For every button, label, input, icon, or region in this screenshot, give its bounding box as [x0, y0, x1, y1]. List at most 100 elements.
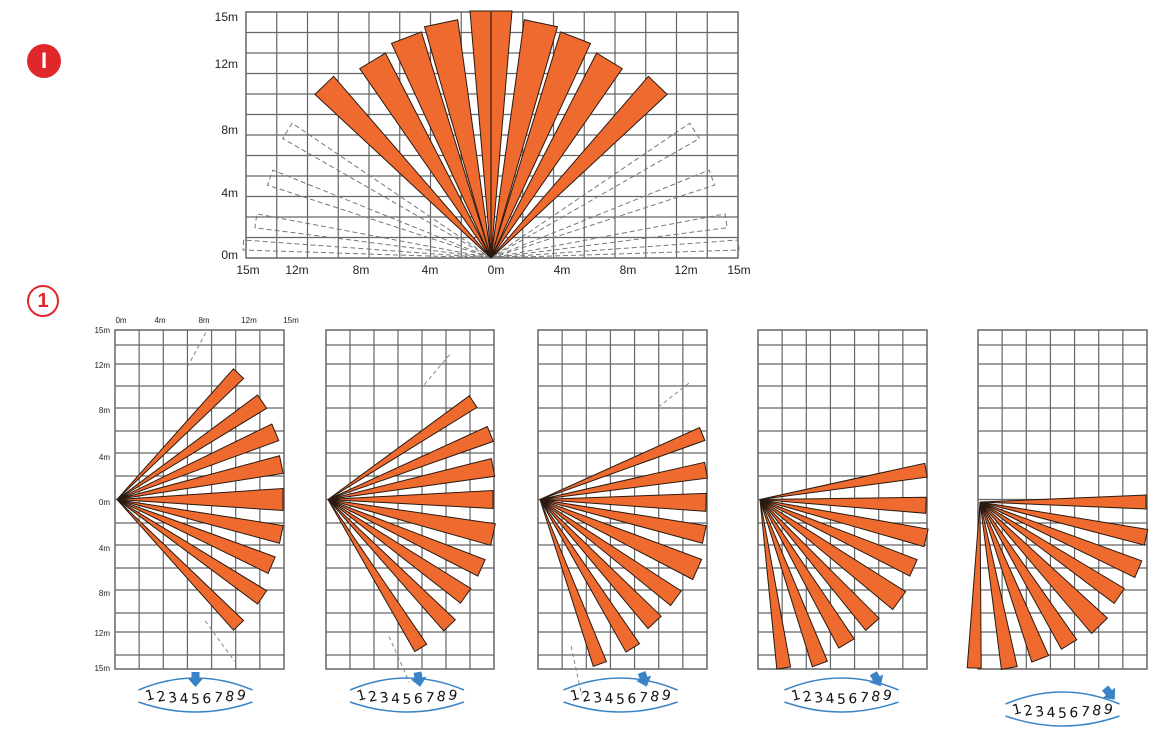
- side-detection-zone: [539, 499, 662, 630]
- side-y-axis-label: 8m: [99, 589, 110, 598]
- side-detection-zone: [116, 499, 276, 575]
- arrow-shape: [869, 671, 884, 687]
- side-detection-zone: [539, 461, 708, 500]
- side-detection-zone: [979, 501, 1126, 605]
- top-x-axis-label: 4m: [554, 263, 571, 277]
- dial-digit: 3: [813, 690, 824, 707]
- side-detection-zone: [116, 394, 268, 500]
- side-detection-zone: [966, 501, 982, 669]
- top-detection-zone: [490, 31, 592, 259]
- dial-digit: 7: [213, 690, 224, 707]
- dial-digit: 2: [367, 688, 379, 705]
- side-detection-zone: [116, 499, 268, 605]
- dial-digit: 2: [802, 688, 814, 705]
- top-x-axis-label: 0m: [488, 263, 505, 277]
- top-x-axis-label: 8m: [620, 263, 637, 277]
- dial-arrow-icon: [1102, 685, 1116, 700]
- top-detection-zone: [490, 52, 624, 259]
- arrow-shape: [410, 671, 427, 687]
- side-detection-zone: [979, 501, 1143, 579]
- top-x-axis-label: 8m: [353, 263, 370, 277]
- side-detection-zone: [327, 489, 494, 510]
- dial-digit: 3: [167, 690, 178, 707]
- side-detection-zone: [539, 499, 608, 667]
- side-detection-zone: [116, 487, 284, 512]
- dial-digit: 7: [1080, 704, 1091, 721]
- top-inactive-zone: [490, 239, 740, 259]
- dial-digit: 5: [1058, 706, 1067, 722]
- side-detection-zone: [539, 499, 641, 653]
- dial-digit: 3: [592, 690, 603, 707]
- dial-digit: 7: [638, 690, 649, 707]
- dial-lower-arc: [563, 701, 678, 713]
- dial-upper-arc: [349, 677, 465, 691]
- dial-digit: 7: [859, 690, 870, 707]
- side-detection-zone: [539, 499, 682, 607]
- side-x-axis-label: 12m: [241, 316, 257, 325]
- side-detection-zone: [327, 499, 486, 577]
- arrow-shape: [1102, 685, 1116, 700]
- side-detection-zone: [539, 499, 707, 544]
- side-y-axis-label: 12m: [94, 629, 110, 638]
- dial-digit: 1: [1011, 701, 1024, 719]
- dial-lower-arc: [349, 701, 465, 713]
- side-detection-zone: [979, 494, 1147, 510]
- dial-digit: 8: [435, 688, 447, 705]
- side-detection-zone: [979, 501, 1018, 670]
- dial-arrow-icon: [869, 671, 884, 687]
- side-detection-zone: [116, 499, 245, 631]
- dial-upper-arc: [1005, 691, 1120, 705]
- side-y-axis-label: 4m: [99, 544, 110, 553]
- dial-digit: 9: [446, 687, 459, 705]
- dial-digit: 2: [156, 688, 168, 705]
- side-detection-zone: [759, 499, 918, 577]
- side-detection-zone: [327, 499, 472, 604]
- top-x-axis-label: 12m: [674, 263, 697, 277]
- dial-digit: 9: [235, 687, 248, 705]
- side-detection-zone: [759, 462, 928, 500]
- dial-lower-arc: [138, 701, 253, 713]
- side-range-line: [204, 620, 235, 662]
- dial-upper-arc: [563, 677, 678, 691]
- top-y-axis-label: 15m: [215, 10, 238, 24]
- dial-digit: 6: [1069, 705, 1079, 722]
- side-detection-zone: [539, 492, 707, 512]
- dial-arrow-icon: [636, 671, 652, 687]
- side-detection-zone: [759, 496, 927, 514]
- side-x-axis-label: 15m: [283, 316, 299, 325]
- top-x-axis-label: 12m: [285, 263, 308, 277]
- side-detection-zone: [759, 499, 880, 632]
- top-y-axis-label: 12m: [215, 57, 238, 71]
- dial-digit: 6: [848, 691, 858, 708]
- dial-lower-arc: [1005, 715, 1120, 727]
- section-badge-bottom: 1: [27, 285, 59, 317]
- dial-digit: 5: [403, 692, 412, 708]
- side-x-axis-label: 8m: [198, 316, 209, 325]
- top-y-axis-label: 0m: [221, 248, 238, 262]
- dial-digit: 8: [224, 688, 236, 705]
- side-x-axis-label: 0m: [115, 316, 126, 325]
- top-detection-zone: [423, 19, 492, 259]
- top-inactive-zone: [490, 169, 716, 259]
- dial-digit: 8: [1091, 702, 1103, 719]
- side-y-axis-label: 12m: [94, 361, 110, 370]
- dial-digit: 1: [569, 687, 582, 705]
- side-detection-zone: [979, 501, 1050, 663]
- side-detection-zone: [327, 499, 496, 546]
- top-inactive-zone: [242, 239, 492, 259]
- side-detection-zone: [759, 499, 855, 649]
- dial-arrow-icon: [187, 672, 204, 687]
- dial-digit: 9: [1102, 701, 1115, 719]
- dial-digit: 5: [837, 692, 846, 708]
- side-detection-zone: [759, 499, 829, 668]
